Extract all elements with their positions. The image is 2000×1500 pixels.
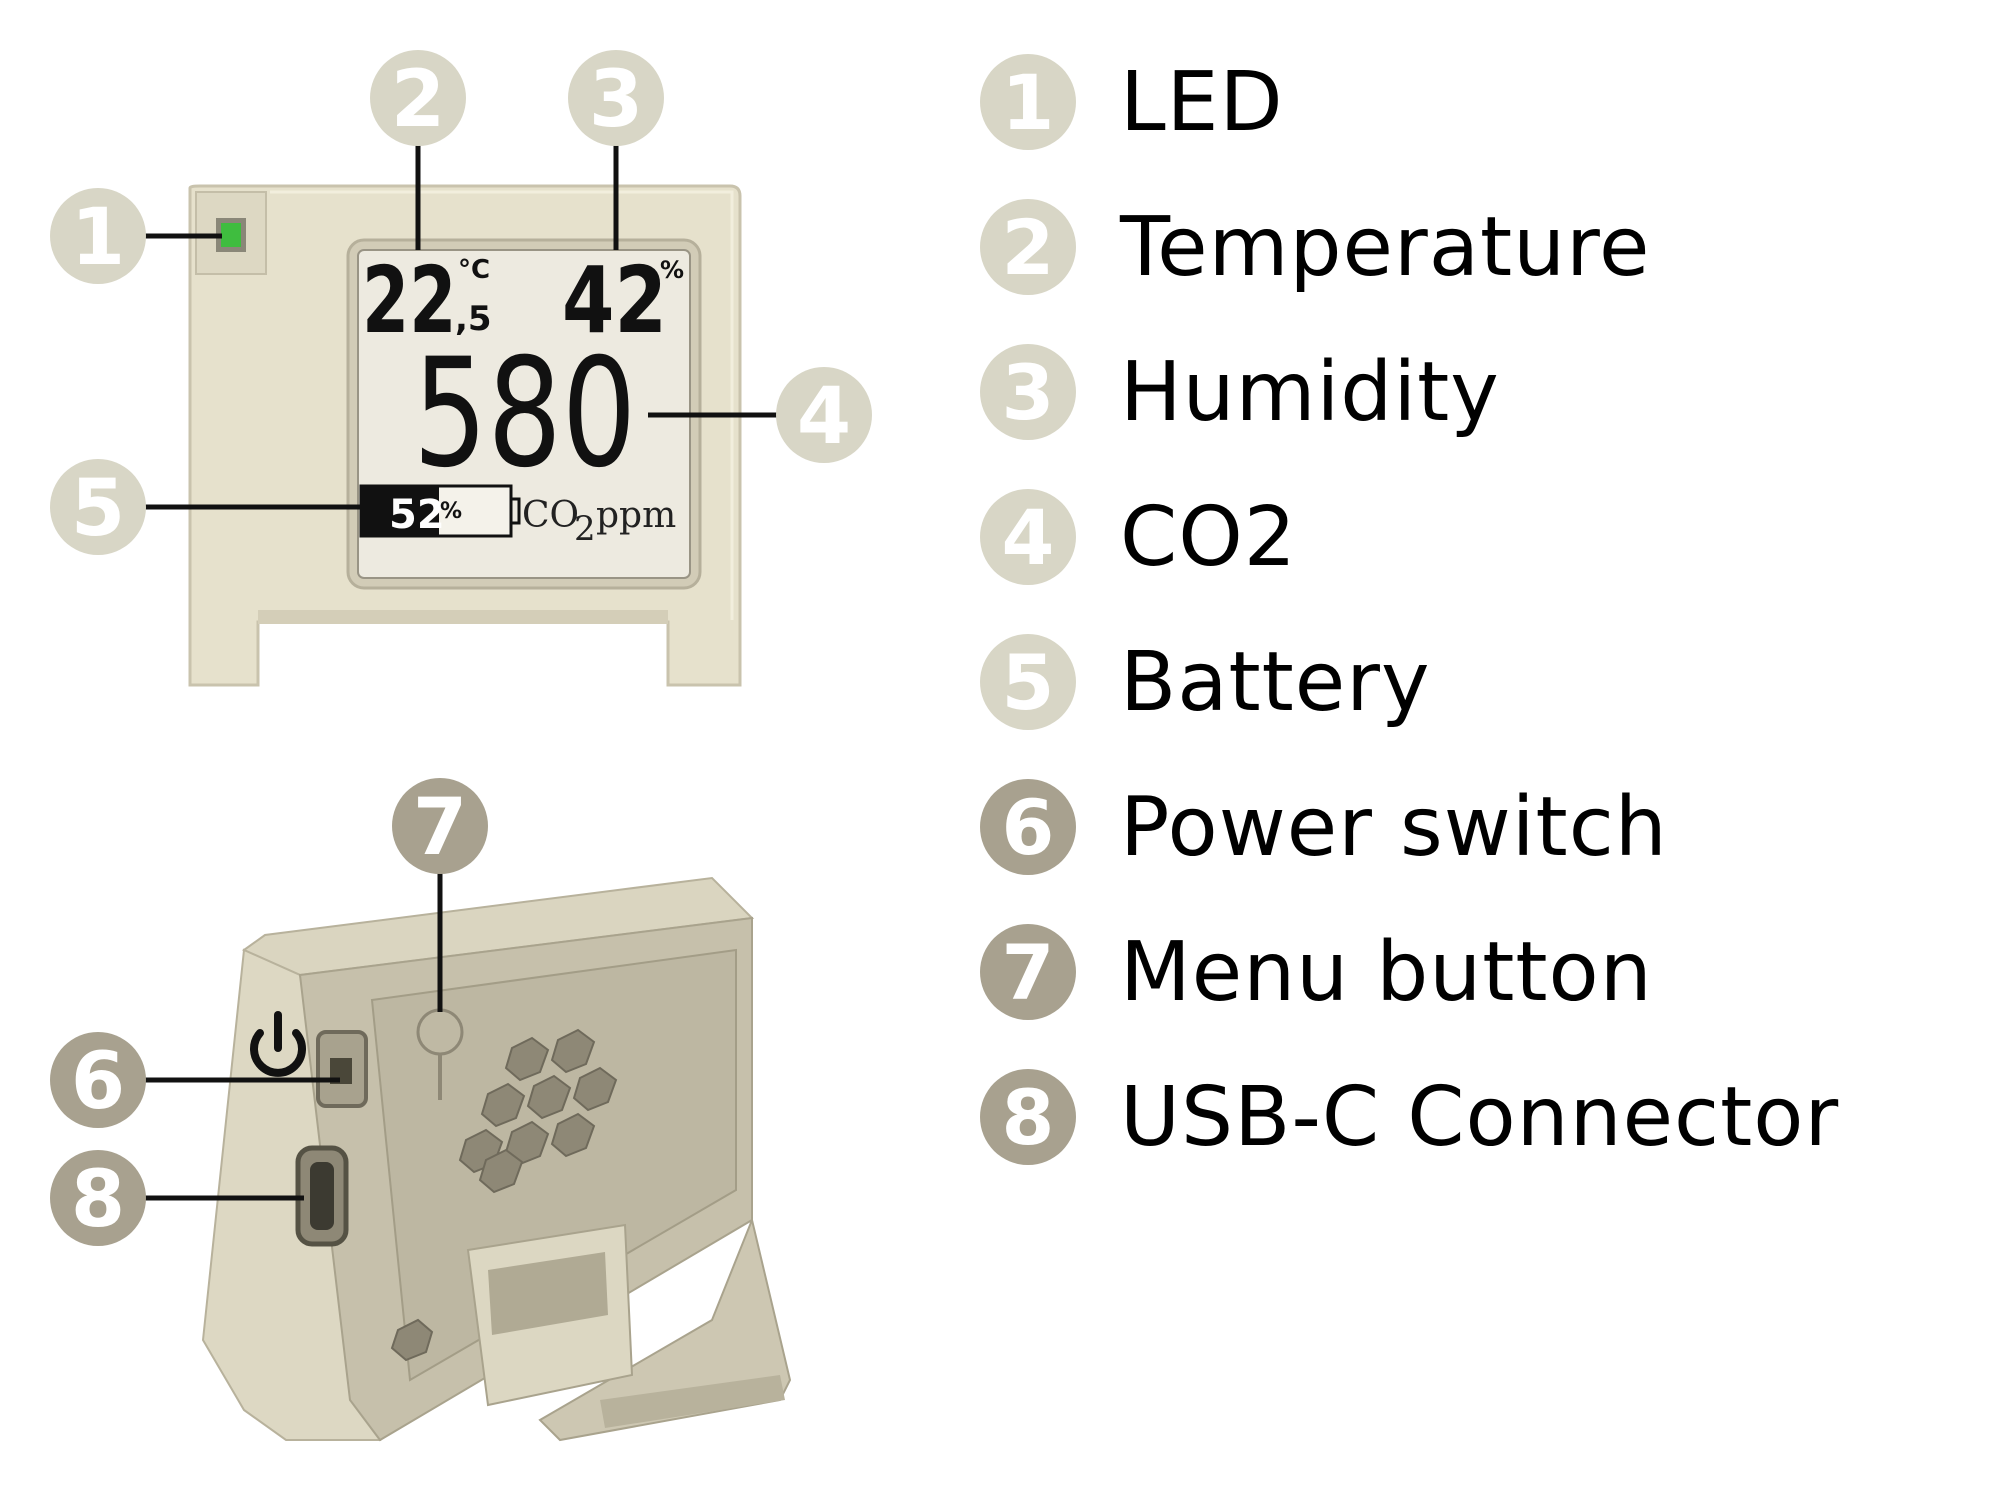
legend-item-temperature: 2 Temperature (980, 197, 1650, 297)
legend-item-battery: 5 Battery (980, 632, 1431, 732)
co2-value: 580 (413, 326, 636, 501)
callout-badge-1: 1 (50, 188, 146, 284)
svg-text:4: 4 (797, 372, 851, 462)
temperature-value: 22 (362, 247, 456, 354)
co2-unit-sub: 2 (574, 509, 596, 549)
legend-label: LED (1120, 54, 1284, 150)
callout-badge-6: 6 (50, 1032, 146, 1128)
battery-terminal (509, 497, 521, 525)
vent-grid (390, 1028, 618, 1362)
back-view: 6 7 8 (50, 778, 792, 1442)
legend-label: Humidity (1120, 344, 1500, 440)
svg-text:1: 1 (71, 193, 125, 283)
callout-badge-3: 3 (568, 50, 664, 146)
svg-text:8: 8 (71, 1155, 125, 1245)
legend-label: Power switch (1120, 779, 1668, 875)
legend-item-power-switch: 6 Power switch (980, 777, 1668, 877)
humidity-unit: % (660, 256, 684, 284)
legend-badge: 1 (980, 54, 1076, 150)
back-stand-foot (600, 1375, 785, 1428)
legend-badge: 4 (980, 489, 1076, 585)
legend-badge: 2 (980, 199, 1076, 295)
callout-badge-2: 2 (370, 50, 466, 146)
legend-badge: 5 (980, 634, 1076, 730)
svg-text:2: 2 (391, 55, 445, 145)
back-clip-slot (488, 1252, 608, 1335)
temperature-unit: °C (458, 255, 490, 285)
legend-label: Temperature (1120, 199, 1651, 295)
front-view: 22 °C ,5 42 % 580 52 % CO 2 ppm 1 2 (50, 50, 872, 687)
back-case-inset (370, 948, 737, 1382)
svg-text:5: 5 (71, 464, 125, 554)
legend-item-humidity: 3 Humidity (980, 342, 1500, 442)
legend-badge: 6 (980, 779, 1076, 875)
callout-badge-7: 7 (392, 778, 488, 874)
temperature-decimal: ,5 (455, 299, 492, 339)
callout-badge-4: 4 (776, 367, 872, 463)
svg-text:3: 3 (589, 55, 643, 145)
front-case-inner-rim (270, 190, 734, 620)
legend-item-co2: 4 CO2 (980, 487, 1297, 587)
callout-badge-8: 8 (50, 1150, 146, 1246)
front-case-slot (258, 610, 668, 624)
legend-item-usb-c-connector: 8 USB-C Connector (980, 1067, 1839, 1167)
legend-badge: 7 (980, 924, 1076, 1020)
legend-label: USB-C Connector (1120, 1069, 1840, 1165)
power-icon (250, 1011, 306, 1077)
legend-item-led: 1 LED (980, 52, 1284, 152)
usb-c-port-inner (310, 1162, 334, 1230)
battery-percent: 52 (389, 492, 445, 538)
svg-text:6: 6 (71, 1037, 125, 1127)
battery-fill (361, 486, 439, 536)
legend-label: Battery (1120, 634, 1431, 730)
co2-unit-suffix: ppm (596, 495, 676, 536)
menu-button[interactable] (416, 1008, 464, 1056)
legend-label: CO2 (1120, 489, 1297, 585)
led-light (221, 223, 241, 247)
co2-unit-prefix: CO (522, 495, 579, 536)
legend-badge: 8 (980, 1069, 1076, 1165)
legend-badge: 3 (980, 344, 1076, 440)
legend-label: Menu button (1120, 924, 1653, 1020)
callout-badge-5: 5 (50, 459, 146, 555)
legend-item-menu-button: 7 Menu button (980, 922, 1653, 1022)
humidity-value: 42 (562, 247, 667, 354)
svg-text:7: 7 (413, 783, 467, 873)
battery-unit: % (440, 499, 462, 524)
